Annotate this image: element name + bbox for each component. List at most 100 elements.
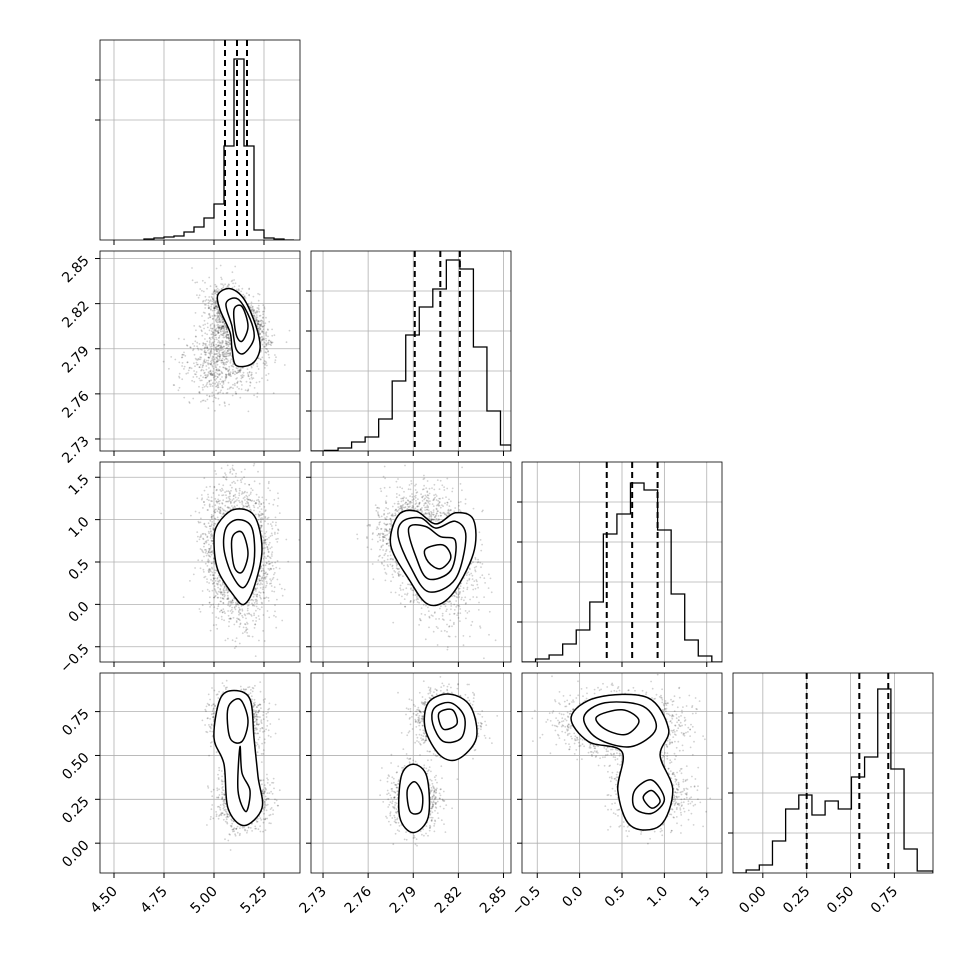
scatter-point [262,564,265,567]
scatter-point [251,305,254,308]
scatter-point [264,572,267,575]
scatter-point [219,313,221,316]
scatter-point [254,513,257,516]
scatter-point [222,363,225,366]
scatter-point [229,349,231,352]
scatter-point [221,321,224,324]
scatter-point [253,627,256,629]
scatter-point [224,474,227,476]
scatter-point [216,392,219,395]
scatter-point [258,331,261,333]
scatter-point [212,373,214,375]
scatter-point [251,489,254,492]
scatter-point [199,374,202,377]
scatter-point [209,351,212,354]
scatter-point [214,375,217,378]
scatter-point [208,356,211,359]
scatter-point [213,338,216,341]
scatter-point [243,295,246,298]
scatter-point [248,287,251,290]
scatter-point [203,576,206,579]
scatter-point [214,301,217,304]
scatter-point [281,619,284,622]
scatter-point [268,616,271,619]
scatter-point [211,309,214,312]
scatter-point [241,500,243,503]
scatter-point [248,613,251,615]
scatter-point [192,376,195,378]
scatter-point [207,307,210,309]
scatter-point [209,323,212,326]
scatter-point [225,363,228,366]
scatter-point [194,373,196,375]
scatter-point [205,486,208,488]
scatter-point [215,590,217,593]
scatter-point [221,321,224,324]
scatter-point [204,281,206,284]
scatter-point [225,478,228,481]
scatter-point [264,535,267,538]
scatter-point [262,362,265,365]
scatter-point [216,376,219,378]
scatter-point [270,553,273,555]
histogram-bin [838,809,851,873]
scatter-point [222,602,225,604]
scatter-point [193,345,196,347]
scatter-point [213,517,216,520]
scatter-point [213,585,216,587]
scatter-point [219,600,222,603]
scatter-point [215,361,218,363]
scatter-point [224,472,226,475]
scatter-point [266,573,268,576]
scatter-point [220,347,223,350]
scatter-point [190,367,193,370]
scatter-point [254,311,256,314]
scatter-point [216,321,219,324]
scatter-point [212,367,215,370]
scatter-point [208,314,211,317]
scatter-point [212,291,215,294]
scatter-point [248,484,251,486]
scatter-point [232,282,235,285]
scatter-point [197,296,200,299]
scatter-point [214,307,217,310]
scatter-point [218,344,221,347]
scatter-point [262,586,264,589]
scatter-point [267,341,270,344]
scatter-point [202,300,204,303]
scatter-point [209,373,212,375]
scatter-point [265,557,267,560]
scatter-point [263,576,266,579]
scatter-point [260,508,263,510]
scatter-point [202,389,204,391]
scatter-point [214,330,217,332]
scatter-point [259,320,262,323]
scatter-point [195,329,197,332]
scatter-point [192,349,194,352]
scatter-point [239,380,242,383]
scatter-point [227,336,230,339]
scatter-point [220,330,222,333]
scatter-point [263,324,266,327]
scatter-point [220,490,223,492]
scatter-point [226,594,229,597]
scatter-point [207,561,210,564]
scatter-point [226,355,228,358]
scatter-point [218,483,221,486]
scatter-point [278,512,281,514]
scatter-point [209,551,212,554]
scatter-point [208,367,210,369]
scatter-point [240,481,243,484]
scatter-point [231,286,234,289]
scatter-point [253,394,256,397]
scatter-point [199,326,202,328]
scatter-point [264,351,267,354]
scatter-point [207,299,210,302]
scatter-point [265,347,267,350]
scatter-point [265,538,267,541]
scatter-point [196,341,199,344]
scatter-point [206,588,209,591]
scatter-point [210,374,213,376]
scatter-point [229,618,232,620]
scatter-point [217,345,220,348]
